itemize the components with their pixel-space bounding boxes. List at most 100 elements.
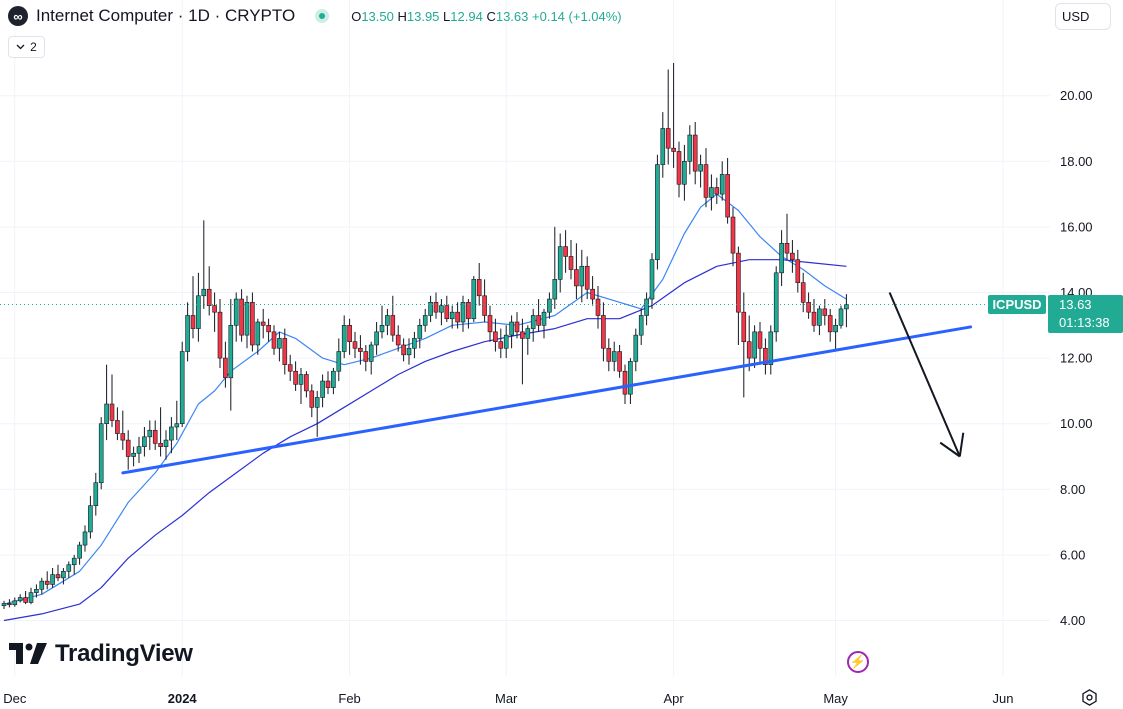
candle	[493, 318, 498, 352]
candle-body	[514, 321, 520, 333]
candle	[428, 295, 433, 323]
candle	[223, 341, 228, 388]
candle	[806, 292, 811, 319]
y-tick-label: 4.00	[1060, 613, 1085, 628]
candle	[611, 341, 617, 372]
candle-body	[325, 380, 331, 388]
candle	[595, 285, 601, 329]
candle	[314, 390, 320, 437]
y-tick-label: 12.00	[1060, 351, 1093, 366]
price-tag-value: 13.63	[1059, 297, 1092, 312]
candle-body	[784, 243, 790, 254]
candle	[347, 318, 352, 355]
candle-body	[482, 295, 487, 316]
candle-body	[196, 295, 201, 329]
candle-body	[455, 311, 460, 323]
candle-body	[233, 298, 239, 326]
ohlc-open-key: O	[351, 8, 362, 24]
candle	[115, 407, 120, 441]
candle-body	[590, 288, 595, 300]
candle-body	[109, 403, 115, 421]
candle-body	[703, 164, 709, 198]
indicators-toggle-button[interactable]: 2	[8, 36, 45, 58]
candle-body	[557, 246, 563, 280]
candle	[638, 308, 644, 345]
candle-body	[752, 331, 757, 359]
candle-body	[822, 308, 828, 316]
currency-select[interactable]: USD	[1055, 3, 1111, 30]
support-trendline	[121, 325, 973, 475]
candle-body	[428, 302, 433, 316]
candle-body	[390, 315, 396, 336]
price-tag: ICPUSD 13.63 01:13:38	[988, 295, 1123, 333]
candle-body	[698, 164, 703, 172]
candle	[309, 384, 315, 418]
candle	[698, 154, 703, 188]
candle	[509, 315, 514, 349]
lightning-icon[interactable]: ⚡	[847, 651, 869, 673]
candle-body	[493, 331, 498, 342]
candle	[682, 144, 687, 201]
candle-body	[547, 298, 552, 313]
candle-body	[406, 347, 412, 356]
ohlc-high-value: 13.95	[406, 8, 440, 24]
chart-grid	[0, 0, 1050, 676]
x-tick-label: Feb	[338, 691, 360, 706]
candle-body	[320, 380, 325, 398]
candle-body	[250, 302, 255, 346]
candle-body	[568, 256, 574, 270]
candle	[784, 213, 790, 260]
candle-body	[28, 592, 34, 603]
candle	[239, 289, 244, 342]
ohlc-high-key: H	[397, 8, 407, 24]
candle	[336, 338, 342, 382]
candle	[82, 525, 88, 552]
candle-body	[487, 315, 493, 333]
candle-body	[385, 315, 390, 326]
candle	[574, 243, 579, 300]
candle	[725, 158, 730, 224]
candle	[125, 430, 131, 470]
candle	[568, 240, 574, 280]
candle	[487, 305, 493, 342]
candle-body	[71, 557, 77, 566]
candle	[228, 299, 234, 411]
candle	[255, 318, 261, 355]
candle-body	[601, 315, 606, 349]
candle	[563, 230, 568, 273]
candle	[374, 322, 379, 355]
candle	[190, 276, 196, 339]
candle-body	[790, 252, 795, 260]
candle	[601, 302, 606, 362]
candle	[557, 233, 563, 293]
candle	[665, 69, 671, 165]
candle-body	[466, 302, 471, 320]
x-tick-label: Apr	[663, 691, 684, 706]
ohlc-low-key: L	[443, 8, 451, 24]
candle-body	[293, 370, 298, 385]
candle-body	[142, 436, 147, 447]
candle-body	[633, 334, 639, 362]
candle	[401, 338, 406, 362]
candle	[644, 292, 649, 326]
candle	[71, 554, 77, 575]
candle-body	[476, 279, 482, 297]
candle-body	[773, 272, 779, 333]
candle-body	[374, 331, 379, 346]
settings-gear-icon[interactable]	[1081, 689, 1098, 706]
y-tick-label: 16.00	[1060, 219, 1093, 234]
candle-body	[368, 344, 374, 362]
tradingview-logo[interactable]: TradingView	[9, 640, 193, 668]
symbol-title[interactable]: Internet Computer · 1D · CRYPTO	[36, 6, 296, 25]
candle-body	[520, 331, 525, 339]
candle	[525, 325, 531, 355]
candle-body	[509, 321, 514, 336]
candle-body	[336, 351, 342, 372]
price-tag-countdown: 01:13:38	[1059, 315, 1110, 330]
candle-body	[439, 305, 444, 313]
candle-body	[622, 370, 628, 395]
candle	[179, 341, 185, 427]
candle	[655, 154, 660, 270]
candle	[790, 240, 795, 273]
